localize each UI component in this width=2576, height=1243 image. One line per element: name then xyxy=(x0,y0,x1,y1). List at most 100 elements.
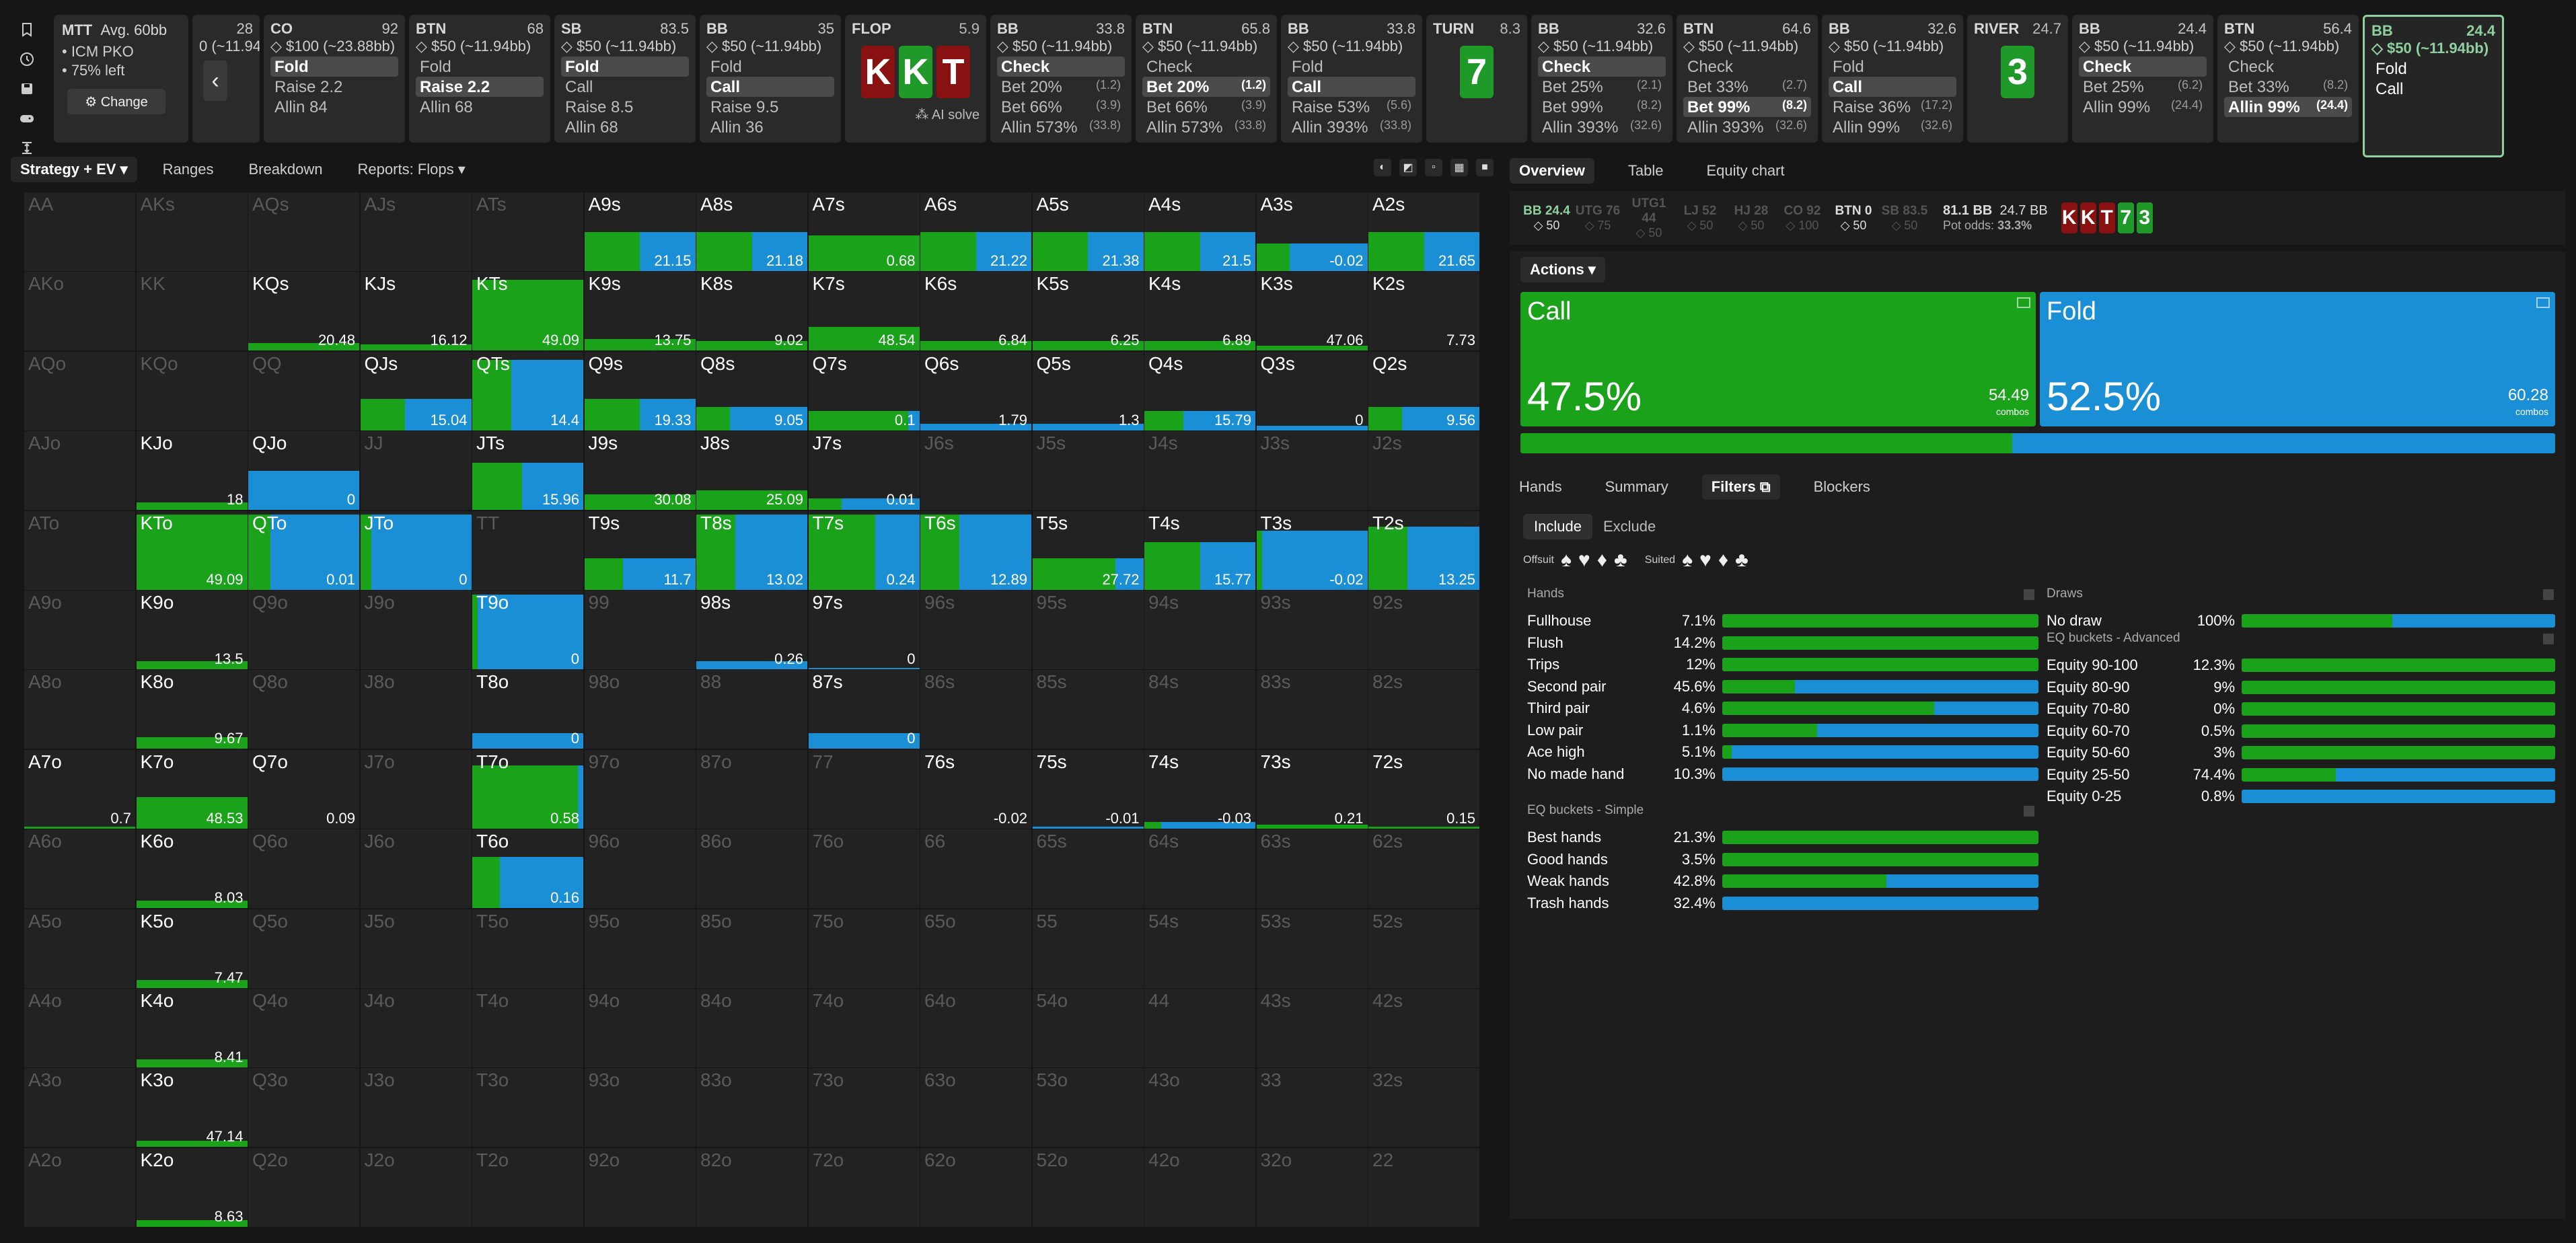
hand-cell[interactable]: KJo 18 xyxy=(136,431,248,511)
hand-cell[interactable]: J5s xyxy=(1032,431,1144,511)
hand-cell[interactable]: 84o xyxy=(696,989,807,1067)
hand-cell[interactable]: J8o xyxy=(360,670,472,749)
action-option[interactable]: Fold xyxy=(270,57,398,77)
action-option[interactable]: Bet 66% (3.9) xyxy=(1142,97,1270,117)
hand-cell[interactable]: Q9s 19.33 xyxy=(584,351,696,430)
tab-filter-1[interactable]: Summary xyxy=(1605,478,1668,495)
hand-cell[interactable]: Q9o xyxy=(248,591,359,669)
hand-cell[interactable]: A3s -0.02 xyxy=(1256,192,1368,271)
hand-cell[interactable]: J7o xyxy=(360,749,472,829)
action-option[interactable]: Raise 2.2 xyxy=(416,77,544,97)
action-option[interactable]: Raise 9.5 xyxy=(706,97,834,117)
hand-cell[interactable]: 32s xyxy=(1368,1068,1479,1147)
diamond-icon[interactable]: ♦ xyxy=(1596,549,1608,571)
seat-info[interactable]: LJ 52 ◇ 50 xyxy=(1683,203,1717,232)
hand-cell[interactable]: Q7o 0.09 xyxy=(248,749,359,829)
hand-cell[interactable]: K5o 7.47 xyxy=(136,909,248,988)
hand-cell[interactable]: T4s 15.77 xyxy=(1144,511,1255,590)
hand-cell[interactable]: A5o xyxy=(24,909,135,988)
action-card-bb[interactable]: BB 32.6 ◇ $50 (~11.94bb) Fold Call Raise 36% (… xyxy=(1822,15,1963,143)
hand-cell[interactable]: Q6o xyxy=(248,829,359,909)
expand-icon[interactable] xyxy=(2536,297,2550,308)
hand-cell[interactable]: 33 xyxy=(1256,1068,1368,1147)
hand-cell[interactable]: 99 xyxy=(584,591,696,669)
hand-cell[interactable]: 77 xyxy=(808,749,920,829)
filter-row[interactable]: Ace high 5.1% xyxy=(1527,742,2038,762)
hand-cell[interactable]: 92o xyxy=(584,1147,696,1227)
action-option[interactable]: Allin 84 xyxy=(270,97,398,117)
seat-info[interactable]: BTN 0 ◇ 50 xyxy=(1835,203,1872,232)
action-option[interactable]: Raise 8.5 xyxy=(561,97,689,117)
hand-cell[interactable]: 97s 0 xyxy=(808,591,920,669)
action-option[interactable]: Allin 99% (24.4) xyxy=(2224,97,2352,117)
spade-icon[interactable]: ♠ xyxy=(1560,549,1572,571)
action-option[interactable]: Bet 20% (1.2) xyxy=(997,77,1125,97)
seat-info[interactable]: BB 24.4 ◇ 50 xyxy=(1523,203,1570,232)
board-flop-card[interactable]: FLOP 5.9 K K T ⁂ AI solve xyxy=(845,15,986,143)
hand-cell[interactable]: J4o xyxy=(360,989,472,1067)
diamond-pair-icon[interactable]: ♦ xyxy=(1718,549,1729,571)
toggle-include[interactable]: Include xyxy=(1523,514,1592,539)
seat-info[interactable]: HJ 28 ◇ 50 xyxy=(1734,203,1769,232)
hand-cell[interactable]: J2s xyxy=(1368,431,1479,511)
hand-cell[interactable]: Q3o xyxy=(248,1068,359,1147)
hand-cell[interactable]: A8o xyxy=(24,670,135,749)
ai-solve-button[interactable]: ⁂ AI solve xyxy=(915,108,980,122)
hand-cell[interactable]: AKo xyxy=(24,272,135,351)
hand-cell[interactable]: Q4s 15.79 xyxy=(1144,351,1255,430)
board-turn-card[interactable]: TURN 8.3 7 xyxy=(1426,15,1527,143)
hand-cell[interactable]: Q2s 9.56 xyxy=(1368,351,1479,430)
hand-cell[interactable]: QJs 15.04 xyxy=(360,351,472,430)
action-card-btn[interactable]: BTN 65.8 ◇ $50 (~11.94bb) Check Bet 20% (1.2)… xyxy=(1136,15,1277,143)
hand-cell[interactable]: Q5o xyxy=(248,909,359,988)
tab-equity-chart[interactable]: Equity chart xyxy=(1706,162,1785,179)
action-card-bb[interactable]: BB 35 ◇ $50 (~11.94bb) Fold Call Raise 9.5 All… xyxy=(700,15,841,143)
spade-pair-icon[interactable]: ♠ xyxy=(1682,549,1693,571)
hand-cell[interactable]: K3s 47.06 xyxy=(1256,272,1368,351)
hand-cell[interactable]: 93s xyxy=(1256,591,1368,669)
action-option[interactable]: Allin 393% (33.8) xyxy=(1288,117,1415,137)
hand-cell[interactable]: 72o xyxy=(808,1147,920,1227)
filter-row[interactable]: Equity 60-70 0.5% xyxy=(2047,721,2555,741)
hand-cell[interactable]: 95o xyxy=(584,909,696,988)
chevron-left-icon[interactable]: ‹ xyxy=(203,61,227,101)
hand-cell[interactable]: K2s 7.73 xyxy=(1368,272,1479,351)
hand-cell[interactable]: QTs 14.4 xyxy=(472,351,583,430)
hand-cell[interactable]: 84s xyxy=(1144,670,1255,749)
hand-cell[interactable]: 95s xyxy=(1032,591,1144,669)
hand-cell[interactable]: 63s xyxy=(1256,829,1368,909)
hand-cell[interactable]: 87s 0 xyxy=(808,670,920,749)
hand-cell[interactable]: 53o xyxy=(1032,1068,1144,1147)
hand-cell[interactable]: KQo xyxy=(136,351,248,430)
hand-cell[interactable]: 52s xyxy=(1368,909,1479,988)
hand-cell[interactable]: AKs xyxy=(136,192,248,271)
action-option[interactable]: Raise 2.2 xyxy=(270,77,398,97)
hand-cell[interactable]: 76s -0.02 xyxy=(920,749,1031,829)
hand-cell[interactable]: 63o xyxy=(920,1068,1031,1147)
gamepad-icon[interactable] xyxy=(0,104,54,133)
tab-filter-0[interactable]: Hands xyxy=(1519,478,1562,495)
hand-cell[interactable]: AJo xyxy=(24,431,135,511)
hand-cell[interactable]: T2o xyxy=(472,1147,583,1227)
filter-row[interactable]: Trash hands 32.4% xyxy=(1527,893,2038,913)
action-option[interactable]: Call xyxy=(561,77,689,97)
hand-cell[interactable]: A2o xyxy=(24,1147,135,1227)
club-pair-icon[interactable]: ♣ xyxy=(1735,549,1749,571)
hand-cell[interactable]: 85o xyxy=(696,909,807,988)
hand-cell[interactable]: 22 xyxy=(1368,1147,1479,1227)
action-option[interactable]: Call xyxy=(1829,77,1956,97)
hand-cell[interactable]: T4o xyxy=(472,989,583,1067)
hand-cell[interactable]: 55 xyxy=(1032,909,1144,988)
action-option[interactable]: Check xyxy=(1538,57,1666,77)
hand-cell[interactable]: 62o xyxy=(920,1147,1031,1227)
expand-icon[interactable] xyxy=(2017,297,2030,308)
hand-cell[interactable]: T9o 0 xyxy=(472,591,583,669)
filter-row[interactable]: Third pair 4.6% xyxy=(1527,698,2038,718)
action-option[interactable]: Allin 393% (32.6) xyxy=(1683,117,1811,137)
hand-cell[interactable]: 87o xyxy=(696,749,807,829)
hand-cell[interactable]: JJ xyxy=(360,431,472,511)
hand-cell[interactable]: TT xyxy=(472,511,583,590)
hand-cell[interactable]: Q5s 1.3 xyxy=(1032,351,1144,430)
hand-cell[interactable]: AQo xyxy=(24,351,135,430)
action-option[interactable]: Bet 33% (8.2) xyxy=(2224,77,2352,97)
